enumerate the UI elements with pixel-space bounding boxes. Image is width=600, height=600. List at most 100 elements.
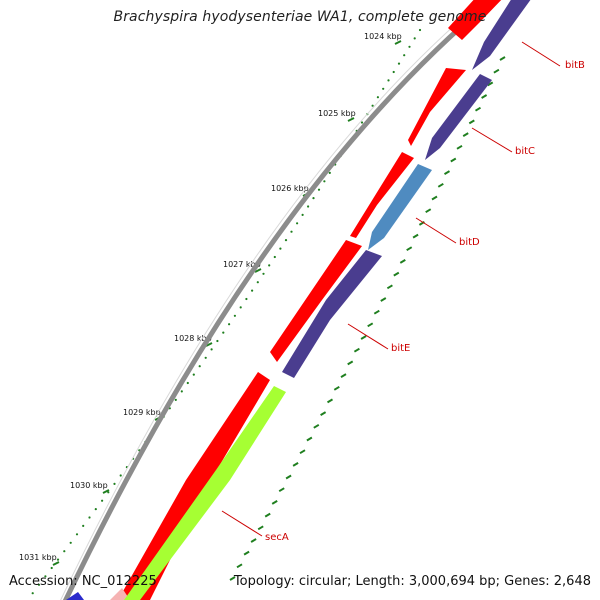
bitE-reverse-segment bbox=[282, 250, 382, 378]
inner-tick-mark bbox=[313, 423, 320, 429]
scale-dot bbox=[279, 247, 282, 250]
inner-tick-mark bbox=[386, 284, 393, 290]
scale-dot bbox=[37, 583, 41, 586]
major-tick-1024 bbox=[394, 40, 402, 45]
inner-tick-mark bbox=[373, 309, 380, 315]
scale-dot bbox=[192, 373, 195, 376]
blue-cds-stub bbox=[66, 592, 84, 600]
scale-dot bbox=[256, 281, 259, 284]
bitD-highlight-segment bbox=[368, 164, 432, 250]
bitE-label: bitE bbox=[391, 343, 410, 354]
inner-tick-mark bbox=[320, 411, 327, 416]
scale-dot bbox=[397, 62, 401, 65]
inner-tick-mark bbox=[306, 436, 313, 442]
secA-leader-line bbox=[221, 510, 263, 537]
inner-tick-mark bbox=[271, 500, 278, 505]
inner-tick-mark bbox=[499, 56, 506, 61]
scale-dot bbox=[262, 272, 265, 275]
scale-dot bbox=[50, 566, 53, 570]
bitE-leader-line bbox=[347, 323, 389, 350]
inner-tick-mark bbox=[250, 538, 257, 543]
scale-dot bbox=[174, 398, 177, 401]
scale-dot bbox=[56, 558, 60, 561]
bitD-leader-line bbox=[415, 217, 457, 244]
inner-tick-mark bbox=[425, 208, 432, 214]
inner-tick-mark bbox=[229, 576, 236, 581]
tick-label-1029: 1029 kbp bbox=[123, 408, 161, 417]
scale-dot bbox=[360, 121, 364, 124]
scale-dot bbox=[69, 541, 72, 544]
inner-tick-mark bbox=[431, 195, 438, 201]
inner-tick-mark bbox=[412, 233, 419, 239]
inner-tick-mark bbox=[326, 398, 334, 404]
major-tick-1028 bbox=[205, 342, 213, 347]
tick-label-1030: 1030 kbp bbox=[70, 481, 108, 490]
scale-dot bbox=[82, 524, 85, 528]
scale-dot bbox=[75, 533, 79, 536]
major-tick-1031 bbox=[52, 561, 60, 566]
inner-tick-mark bbox=[299, 449, 306, 455]
track-layer bbox=[60, 0, 531, 600]
scale-dot bbox=[198, 365, 201, 368]
inner-tick-mark bbox=[437, 182, 444, 188]
bitC-label: bitC bbox=[515, 146, 535, 157]
inner-tick-mark bbox=[399, 259, 406, 264]
scale-dot bbox=[382, 87, 385, 90]
scale-dot bbox=[88, 516, 91, 519]
scale-dot bbox=[312, 197, 315, 200]
label-layer: bitB bitC bitD bitE secA bbox=[221, 41, 585, 543]
scale-dot bbox=[296, 222, 299, 225]
scale-dot bbox=[317, 188, 321, 191]
scale-dot bbox=[290, 230, 293, 233]
scale-dot bbox=[113, 482, 116, 485]
bitC-forward-arrow bbox=[408, 68, 466, 146]
bitC-reverse-segment bbox=[425, 74, 492, 160]
scale-dot bbox=[323, 180, 326, 183]
scale-dot bbox=[245, 297, 248, 301]
scale-dot bbox=[216, 339, 219, 343]
scale-dot bbox=[328, 171, 331, 174]
scale-dot bbox=[44, 575, 47, 578]
scale-dot bbox=[307, 205, 310, 208]
accession-text: Accession: NC_012225 bbox=[9, 574, 157, 589]
scale-dot bbox=[301, 213, 304, 216]
tick-layer: 1024 kbp 1025 kbp 1026 kbp 1027 kbp 1028 kbp… bbox=[19, 28, 506, 595]
scale-dot bbox=[228, 323, 231, 326]
secA-forward-arrow bbox=[118, 372, 270, 600]
tick-label-1024: 1024 kbp bbox=[364, 32, 402, 41]
tick-label-1028: 1028 kbp bbox=[174, 334, 212, 343]
inner-tick-mark bbox=[333, 385, 340, 391]
scale-dot bbox=[268, 264, 271, 267]
bitB-forward-arrow bbox=[448, 0, 502, 40]
inner-tick-mark bbox=[456, 144, 463, 150]
inner-tick-mark bbox=[450, 157, 457, 163]
scale-dot bbox=[387, 79, 390, 82]
tick-label-1026: 1026 kbp bbox=[271, 184, 309, 193]
inner-tick-mark bbox=[285, 474, 292, 480]
bitD-label: bitD bbox=[459, 237, 480, 248]
inner-tick-mark bbox=[493, 68, 500, 74]
scale-dot bbox=[418, 28, 422, 32]
scale-dot bbox=[180, 390, 183, 393]
inner-tick-mark bbox=[481, 94, 488, 99]
secA-other-segment bbox=[124, 386, 286, 600]
inner-tick-mark bbox=[264, 512, 271, 518]
scale-dot bbox=[392, 70, 395, 74]
tick-label-1027: 1027 kbp bbox=[223, 260, 261, 269]
inner-tick-mark bbox=[393, 271, 400, 277]
inner-tick-mark bbox=[340, 373, 347, 378]
inner-tick-mark bbox=[347, 360, 354, 366]
inner-tick-mark bbox=[278, 487, 285, 493]
scale-dot bbox=[186, 381, 189, 385]
bitB-label: bitB bbox=[565, 60, 585, 71]
scale-dot bbox=[210, 348, 213, 351]
inner-tick-mark bbox=[462, 132, 469, 137]
inner-tick-mark bbox=[243, 550, 250, 556]
inner-tick-mark bbox=[487, 81, 494, 87]
scale-dot bbox=[101, 499, 104, 502]
scale-dot bbox=[204, 356, 207, 359]
scale-dot bbox=[107, 491, 110, 494]
scale-dot bbox=[222, 331, 225, 334]
